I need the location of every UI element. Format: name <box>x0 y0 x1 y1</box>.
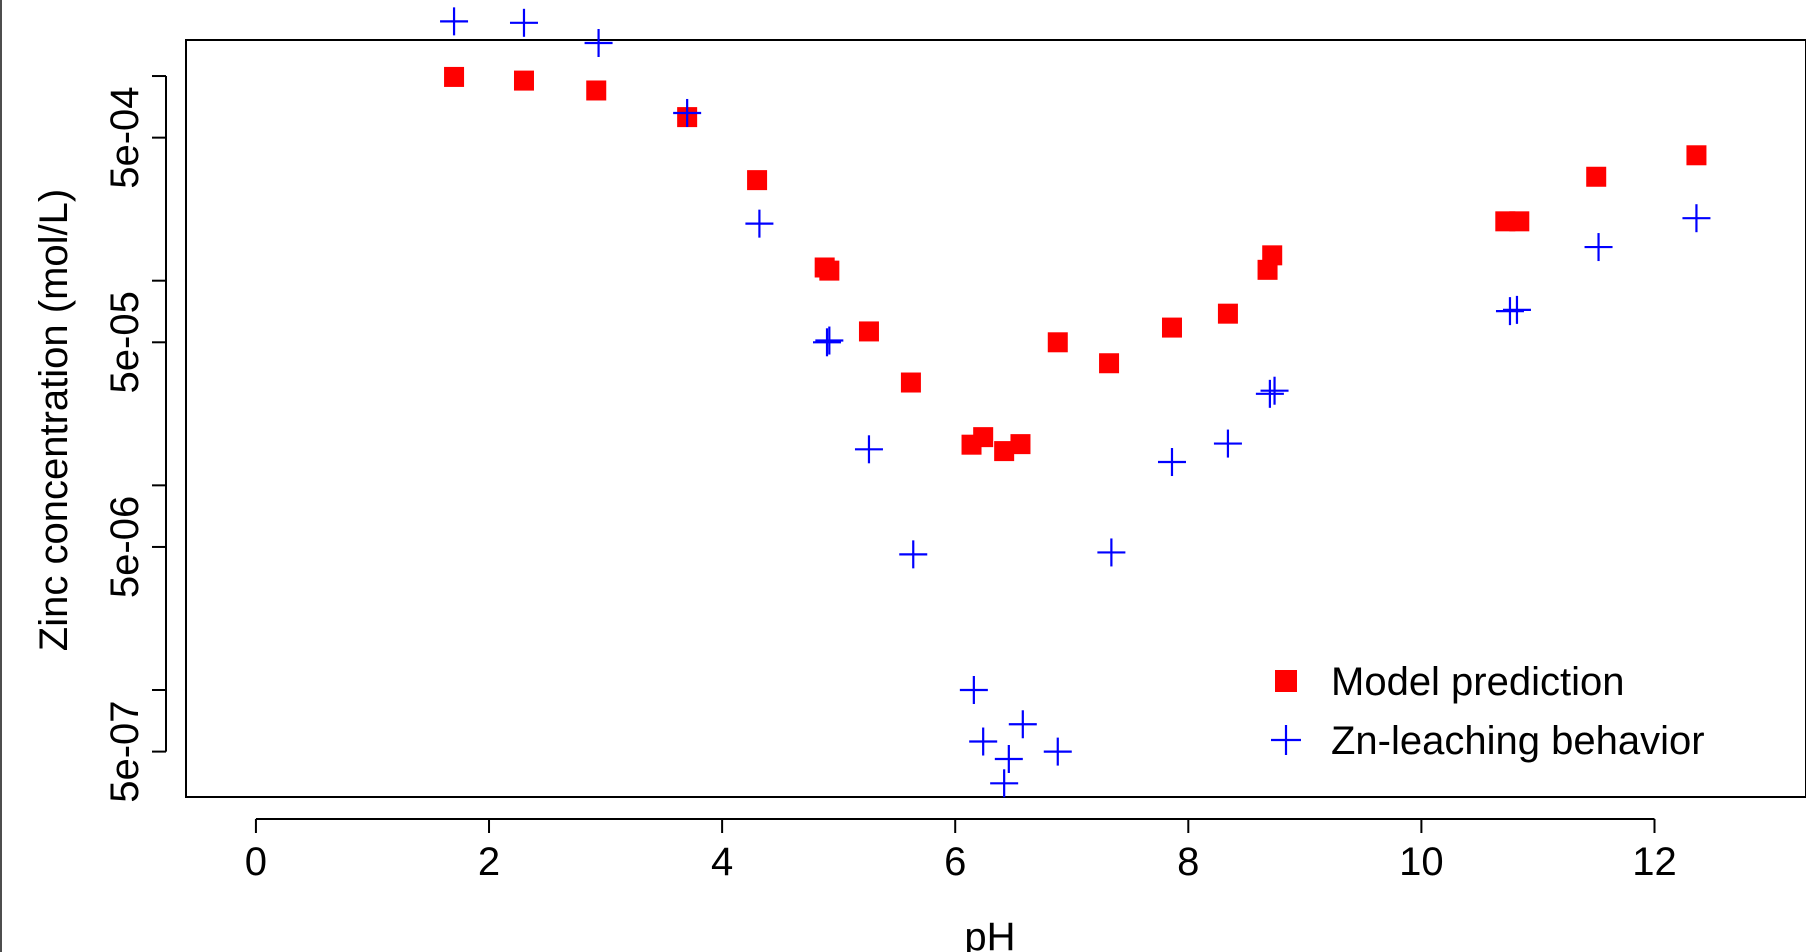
model-point <box>858 321 879 342</box>
x-axis-label: pH <box>964 915 1015 952</box>
leaching-point <box>1097 538 1126 567</box>
plot-frame <box>185 39 1806 798</box>
model-point <box>819 260 840 281</box>
leaching-point <box>994 745 1023 774</box>
model-point <box>586 80 607 101</box>
legend-square-marker <box>1275 670 1297 692</box>
legend: Model prediction Zn-leaching behavior <box>1271 660 1705 763</box>
leaching-point <box>1682 204 1711 233</box>
y-axis: 5e-07 5e-06 5e-05 5e-04 <box>103 75 167 803</box>
x-tick-label: 10 <box>1399 840 1444 884</box>
x-tick-label: 8 <box>1177 840 1199 884</box>
model-point <box>1010 434 1031 455</box>
model-point <box>1686 145 1707 166</box>
model-point <box>900 372 921 393</box>
x-tick-label: 4 <box>711 840 733 884</box>
leaching-point <box>1255 379 1284 408</box>
model-point <box>1586 166 1607 187</box>
x-tick-label: 12 <box>1632 840 1677 884</box>
leaching-point <box>1008 710 1037 739</box>
leaching-point <box>959 675 988 704</box>
leaching-point <box>1260 376 1289 405</box>
model-point <box>1509 211 1530 232</box>
x-tick-label: 0 <box>245 840 267 884</box>
leaching-point <box>1157 448 1186 477</box>
data-series <box>440 7 1711 798</box>
model-point <box>994 441 1015 462</box>
legend-plus-marker <box>1271 725 1301 755</box>
model-point <box>1047 332 1068 353</box>
model-point <box>1161 317 1182 338</box>
leaching-point <box>509 8 538 37</box>
x-axis: 0 2 4 6 8 10 12 <box>245 818 1677 884</box>
x-tick-label: 2 <box>478 840 500 884</box>
leaching-point <box>1213 429 1242 458</box>
leaching-point <box>854 435 883 464</box>
leaching-point <box>1043 737 1072 766</box>
leaching-point <box>584 29 613 58</box>
model-point <box>513 70 534 91</box>
leaching-point <box>745 209 774 238</box>
leaching-point <box>813 328 842 357</box>
y-axis-label: Zinc concentration (mol/L) <box>32 189 76 651</box>
model-point <box>1262 245 1283 266</box>
legend-label-leaching: Zn-leaching behavior <box>1331 719 1705 763</box>
model-point <box>1099 353 1120 374</box>
legend-label-model: Model prediction <box>1331 660 1625 704</box>
leaching-point <box>990 769 1019 798</box>
leaching-point <box>899 540 928 569</box>
leaching-point <box>440 7 469 36</box>
leaching-point <box>969 727 998 756</box>
model-point <box>444 66 465 87</box>
leaching-point <box>673 98 702 127</box>
model-point <box>747 170 768 191</box>
x-tick-label: 6 <box>944 840 966 884</box>
y-tick-label: 5e-05 <box>103 291 147 393</box>
model-point <box>1217 303 1238 324</box>
leaching-point <box>815 326 844 355</box>
leaching-point <box>1502 295 1531 324</box>
model-point <box>973 427 994 448</box>
leaching-point <box>1495 297 1524 326</box>
y-tick-label: 5e-07 <box>103 700 147 802</box>
y-tick-label: 5e-04 <box>103 86 147 188</box>
leaching-point <box>1584 233 1613 262</box>
y-tick-label: 5e-06 <box>103 496 147 598</box>
